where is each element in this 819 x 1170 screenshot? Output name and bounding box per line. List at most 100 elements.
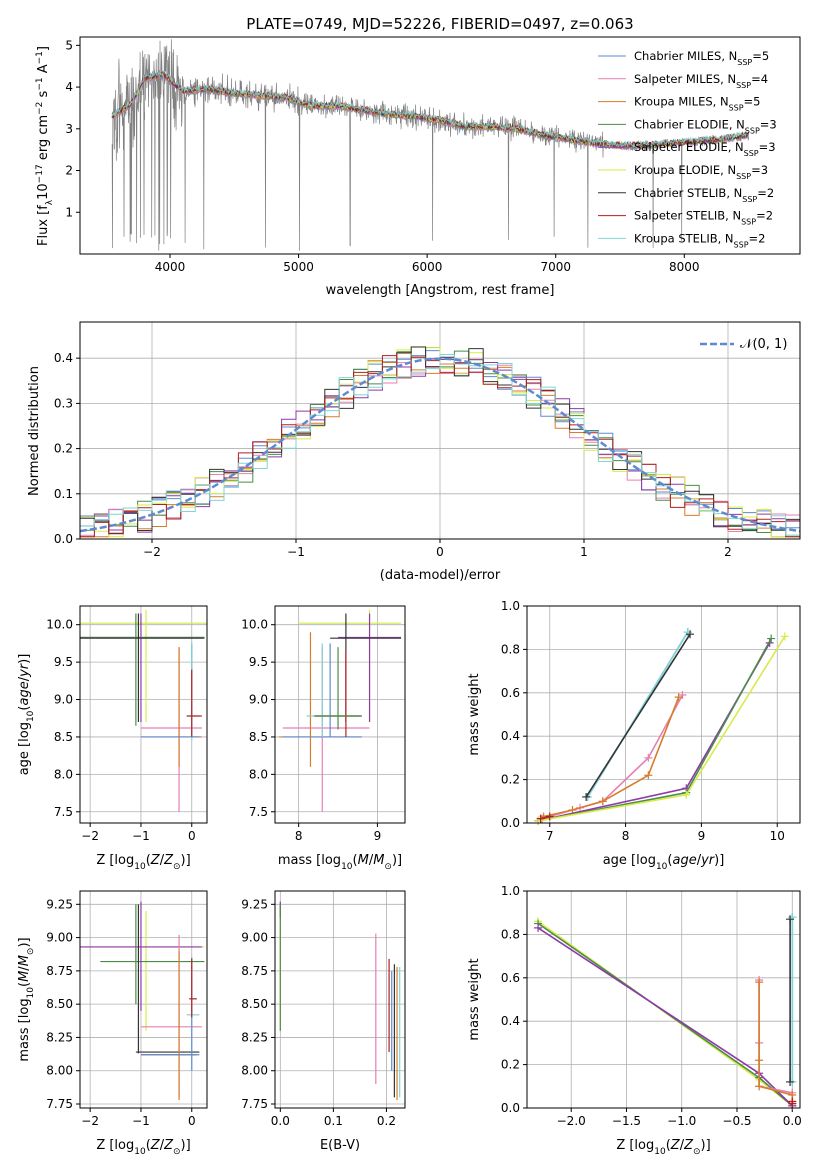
- label-part: ⊙: [173, 1147, 181, 1157]
- label-part: Z: [163, 1138, 174, 1153]
- histogram-series: [80, 354, 800, 536]
- label-part: age: [17, 681, 32, 705]
- x-tick-label: −2.0: [557, 1114, 586, 1128]
- legend-sub: SSP: [736, 80, 751, 89]
- label-part: 10: [341, 862, 353, 872]
- legend-entry: Kroupa ELODIE, NSSP=3: [634, 163, 768, 181]
- label-part: 10: [656, 862, 668, 872]
- label-part: Z: [683, 1138, 694, 1153]
- errorbar-marker: [306, 643, 362, 737]
- errorbar-marker: [282, 647, 370, 812]
- weight-point-marker: [788, 1097, 797, 1106]
- x-axis-label: age [log10(age/yr)]: [603, 853, 725, 872]
- y-tick-label: 8.75: [46, 964, 73, 978]
- label-part: ⊙: [384, 862, 392, 872]
- label-part: )]: [17, 654, 32, 664]
- spectrum-panel: PLATE=0749, MJD=52226, FIBERID=0497, z=0…: [35, 15, 801, 298]
- histogram-legend: 𝒩(0, 1): [700, 337, 787, 352]
- x-axis-label: E(B-V): [320, 1138, 360, 1153]
- legend-text: =3: [751, 163, 768, 177]
- legend-text: =3: [760, 117, 777, 131]
- weight-point-marker: [767, 634, 776, 643]
- y-tick-label: 10.0: [241, 618, 268, 632]
- label-part: mass [log: [278, 853, 341, 868]
- weight-point-marker: [674, 693, 683, 702]
- errorbar-marker: [80, 613, 205, 722]
- weight-point-marker: [786, 915, 795, 924]
- x-axis-label: mass [log10(M/M⊙)]: [278, 853, 402, 872]
- label-part: age [log: [603, 853, 656, 868]
- label-part: ⊙: [26, 948, 36, 956]
- weight-series-line: [537, 922, 793, 1107]
- weight-series-line: [585, 633, 691, 798]
- x-tick-label: 2: [724, 545, 732, 559]
- errorbar-marker: [135, 904, 200, 1054]
- errorbars: [80, 609, 207, 812]
- x-tick-label: −1: [132, 1114, 150, 1128]
- label-part: /: [17, 676, 32, 681]
- y-axis-label: mass weight: [467, 958, 482, 1040]
- legend-sub: SSP: [729, 103, 744, 112]
- x-tick-label: 1: [580, 545, 588, 559]
- x-tick-label: 8000: [669, 260, 700, 274]
- errorbar-marker: [80, 613, 205, 722]
- x-tick-label: 9: [374, 829, 382, 843]
- y-tick-label: 9.5: [54, 655, 73, 669]
- label-part: )]: [181, 853, 191, 868]
- axes-frame: [526, 890, 801, 1109]
- errorbar-marker: [330, 613, 402, 722]
- label-part: Z: [150, 853, 161, 868]
- weight-point-marker: [755, 978, 764, 987]
- y-tick-label: 8.0: [249, 767, 268, 781]
- label-part: ⊙: [693, 1147, 701, 1157]
- errorbar-marker: [80, 609, 207, 722]
- y-tick-label: 0.8: [501, 642, 520, 656]
- axes-frame: [274, 605, 406, 824]
- y-tick-label: 9.0: [54, 693, 73, 707]
- x-tick-label: 10: [770, 829, 785, 843]
- y-tick-label: 9.25: [46, 897, 73, 911]
- mass-vs-metallicity-panel: −2 −1 07.758.008.258.508.759.009.25Z [log1…: [17, 890, 208, 1157]
- legend-text: Salpeter ELODIE, N: [634, 140, 744, 154]
- errorbars: [80, 901, 205, 1101]
- x-tick-label: 0: [436, 545, 444, 559]
- x-tick-label: −2: [143, 545, 161, 559]
- y-tick-label: 8.75: [241, 964, 268, 978]
- label-part: 10: [26, 710, 36, 722]
- errorbar-marker: [140, 643, 200, 738]
- weight-lines: [534, 628, 789, 825]
- errorbar-marker: [140, 647, 202, 767]
- y-tick-label: 8.5: [54, 730, 73, 744]
- y-tick-label: 9.5: [249, 655, 268, 669]
- label-part: M: [17, 971, 32, 982]
- legend-sub: SSP: [741, 217, 756, 226]
- y-tick-label: 9.25: [241, 897, 268, 911]
- y-tick-label: 1.0: [501, 884, 520, 898]
- legend-entry: Salpeter ELODIE, NSSP=3: [634, 140, 776, 158]
- legend-text: Salpeter STELIB, N: [634, 209, 741, 223]
- errorbar-marker: [298, 609, 402, 722]
- x-tick-label: 4000: [155, 260, 186, 274]
- weight-series-line: [537, 927, 793, 1107]
- label-part: Z [log: [96, 853, 134, 868]
- label-part: )]: [714, 853, 724, 868]
- legend-text: =2: [757, 186, 774, 200]
- label-part: /: [160, 1138, 165, 1153]
- weight-point-marker: [755, 1056, 764, 1065]
- errorbar-marker: [100, 904, 205, 1005]
- y-tick-label: 0.4: [501, 1014, 520, 1028]
- x-axis-label: Z [log10(Z/Z⊙)]: [616, 1138, 710, 1157]
- y-tick-label: 0.6: [501, 971, 520, 985]
- y-tick-label: 0.0: [54, 532, 73, 546]
- x-tick-label: 9: [698, 829, 706, 843]
- y-tick-label: 7.5: [54, 805, 73, 819]
- errorbar-marker: [140, 957, 200, 1071]
- legend-entry: Kroupa MILES, NSSP=5: [634, 95, 760, 113]
- spectrum-title: PLATE=0749, MJD=52226, FIBERID=0497, z=0…: [246, 15, 633, 33]
- errorbar-marker: [186, 643, 200, 741]
- x-tick-label: 8: [622, 829, 630, 843]
- label-part: age [log: [17, 722, 32, 775]
- residual-histogram-panel: −2 −1 0 1 2 0.0 0.1 0.2 0.3 0.4 (data-model)/erro…: [27, 321, 801, 583]
- legend-sub: SSP: [737, 58, 752, 67]
